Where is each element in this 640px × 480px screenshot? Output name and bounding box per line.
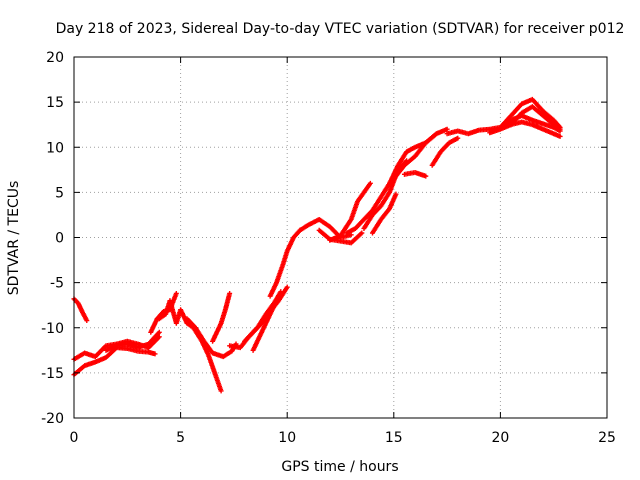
data-point xyxy=(156,329,162,335)
x-tick-label: 25 xyxy=(598,430,616,446)
data-series-25 xyxy=(497,96,563,130)
data-points xyxy=(71,96,563,394)
data-point xyxy=(173,290,179,296)
data-series-26 xyxy=(508,119,563,139)
y-tick-labels: -20 -15 -10 -5 0 5 10 15 20 xyxy=(41,50,64,427)
grid-lines xyxy=(74,57,607,418)
data-point xyxy=(393,191,399,197)
y-tick-label: 5 xyxy=(55,185,64,201)
axis-ticks xyxy=(73,56,608,419)
data-point xyxy=(557,124,563,130)
x-tick-label: 5 xyxy=(176,430,185,446)
chart-title: Day 218 of 2023, Sidereal Day-to-day VTE… xyxy=(56,21,625,37)
data-point xyxy=(284,284,290,290)
y-tick-label: -10 xyxy=(41,321,64,337)
data-point xyxy=(444,126,450,132)
data-point xyxy=(359,230,365,236)
data-series-11 xyxy=(250,293,282,353)
data-point xyxy=(152,351,158,357)
y-axis-label: SDTVAR / TECUs xyxy=(6,181,22,296)
x-tick-label: 0 xyxy=(70,430,79,446)
y-tick-label: 10 xyxy=(46,140,64,156)
data-series-2 xyxy=(71,345,158,378)
data-series-7 xyxy=(184,316,239,360)
data-series-21 xyxy=(401,170,429,179)
data-point xyxy=(227,290,233,296)
data-point xyxy=(455,135,461,141)
data-series-1 xyxy=(71,296,90,324)
x-tick-label: 20 xyxy=(491,430,509,446)
y-tick-label: 0 xyxy=(55,231,64,247)
data-series-22 xyxy=(429,135,461,168)
data-series-4 xyxy=(103,329,162,353)
y-tick-label: -20 xyxy=(41,411,64,427)
data-point xyxy=(557,133,563,139)
y-tick-label: 20 xyxy=(46,50,64,66)
y-tick-label: 15 xyxy=(46,95,64,111)
data-point xyxy=(218,388,224,394)
data-series-15 xyxy=(327,180,373,243)
x-tick-label: 10 xyxy=(278,430,296,446)
data-series-14 xyxy=(316,227,365,246)
data-series-20 xyxy=(391,126,450,182)
data-series-8 xyxy=(210,290,233,344)
data-series-18 xyxy=(369,191,399,236)
y-tick-label: -15 xyxy=(41,366,64,382)
data-point xyxy=(423,173,429,179)
y-tick-label: -5 xyxy=(50,276,64,292)
data-point xyxy=(84,318,90,324)
data-point xyxy=(367,180,373,186)
data-series-6 xyxy=(156,298,224,394)
x-axis-label: GPS time / hours xyxy=(281,459,398,475)
data-series-12 xyxy=(267,227,303,299)
x-tick-label: 15 xyxy=(385,430,403,446)
x-tick-labels: 0 5 10 15 20 25 xyxy=(70,430,616,446)
data-point xyxy=(276,293,282,299)
